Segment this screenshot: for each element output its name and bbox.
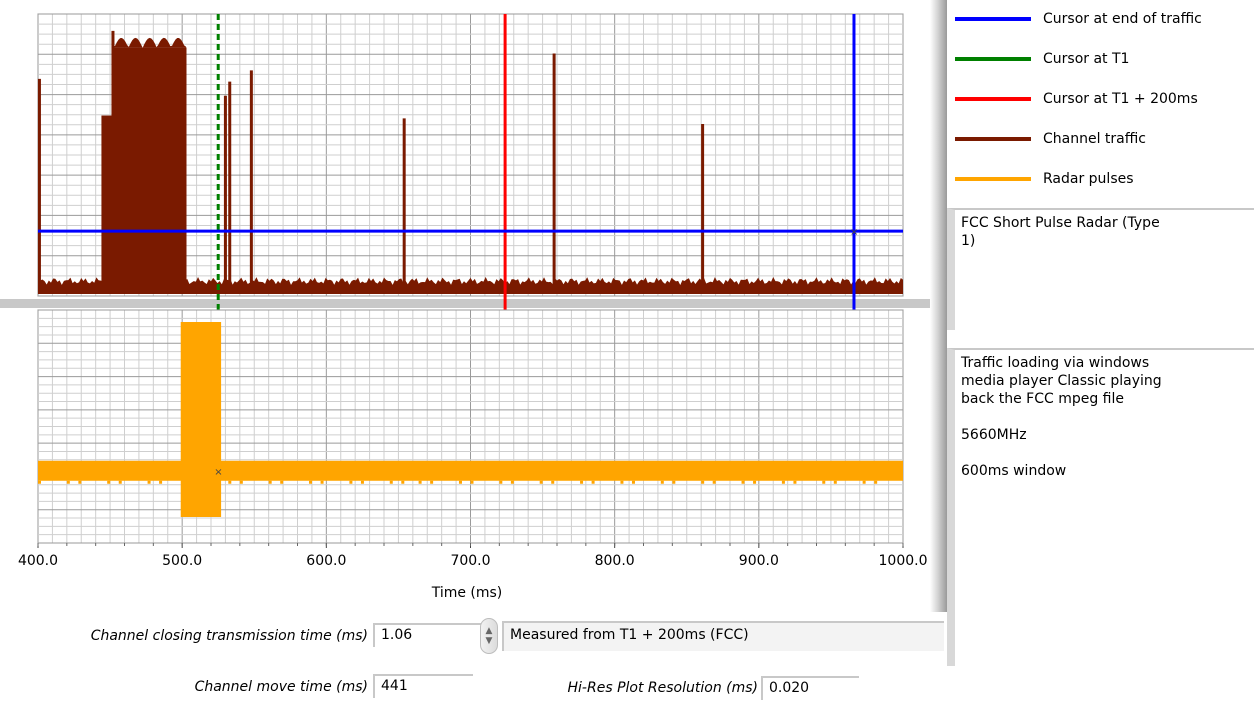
spinner-up-icon[interactable]: ▲	[486, 626, 493, 636]
legend-label-t1-200: Cursor at T1 + 200ms	[1043, 91, 1198, 107]
x-tick-label: 700.0	[450, 553, 490, 569]
legend-label-radar-pulses: Radar pulses	[1043, 171, 1134, 187]
hires-resolution-field[interactable]: 0.020	[761, 676, 859, 700]
x-tick-label: 800.0	[595, 553, 635, 569]
x-tick-label: 600.0	[306, 553, 346, 569]
legend-swatch-radar-pulses	[955, 177, 1031, 181]
closing-time-field[interactable]: 1.06	[373, 623, 481, 647]
x-tick-label: 900.0	[739, 553, 779, 569]
panel-divider	[930, 0, 947, 612]
x-axis: 400.0 500.0 600.0 700.0 800.0 900.0 1000.0	[18, 543, 928, 569]
legend-item-t1-200: Cursor at T1 + 200ms	[947, 88, 1198, 110]
closing-time-label: Channel closing transmission time (ms)	[10, 628, 368, 644]
legend-swatch-t1	[955, 57, 1031, 61]
cursor-marker: ×	[214, 467, 222, 478]
closing-time-spinner[interactable]: ▲ ▼	[480, 618, 498, 654]
plot-area: × × 400.0 500.0 600.0 700.0 800.0 900.0 1000.0…	[0, 0, 940, 612]
spinner-down-icon[interactable]: ▼	[486, 636, 493, 646]
x-tick-label: 500.0	[162, 553, 202, 569]
legend-item-t1: Cursor at T1	[947, 48, 1129, 70]
x-tick-label: 1000.0	[879, 553, 928, 569]
legend-swatch-end-of-traffic	[955, 17, 1031, 21]
legend-label-end-of-traffic: Cursor at end of traffic	[1043, 11, 1202, 27]
move-time-label: Channel move time (ms)	[10, 679, 368, 695]
channel-traffic-burst-tail	[163, 60, 186, 294]
traffic-radar-chart: × × 400.0 500.0 600.0 700.0 800.0 900.0 1000.0…	[0, 0, 940, 612]
legend-item-channel-traffic: Channel traffic	[947, 128, 1146, 150]
plot-separator	[0, 299, 935, 308]
hires-resolution-label: Hi-Res Plot Resolution (ms)	[500, 680, 758, 696]
radar-type-textbox[interactable]: FCC Short Pulse Radar (Type 1)	[947, 208, 1254, 330]
cursor-marker: ×	[850, 227, 858, 238]
radar-pulses-burst	[181, 322, 221, 517]
legend-swatch-t1-200	[955, 97, 1031, 101]
x-axis-label: Time (ms)	[431, 585, 503, 601]
controls-bar: Channel closing transmission time (ms) 1…	[0, 612, 947, 703]
right-panel: Cursor at end of traffic Cursor at T1 Cu…	[947, 0, 1254, 703]
legend-item-radar-pulses: Radar pulses	[947, 168, 1134, 190]
legend-label-t1: Cursor at T1	[1043, 51, 1129, 67]
legend-item-end-of-traffic: Cursor at end of traffic	[947, 8, 1202, 30]
notes-textbox[interactable]: Traffic loading via windows media player…	[947, 348, 1254, 666]
radar-pulses-baseline	[38, 461, 903, 481]
legend-label-channel-traffic: Channel traffic	[1043, 131, 1146, 147]
legend-swatch-channel-traffic	[955, 137, 1031, 141]
measured-from-field: Measured from T1 + 200ms (FCC)	[502, 621, 944, 651]
radar-pulses-plot: ×	[38, 310, 903, 543]
x-tick-label: 400.0	[18, 553, 58, 569]
move-time-field[interactable]: 441	[373, 674, 473, 698]
